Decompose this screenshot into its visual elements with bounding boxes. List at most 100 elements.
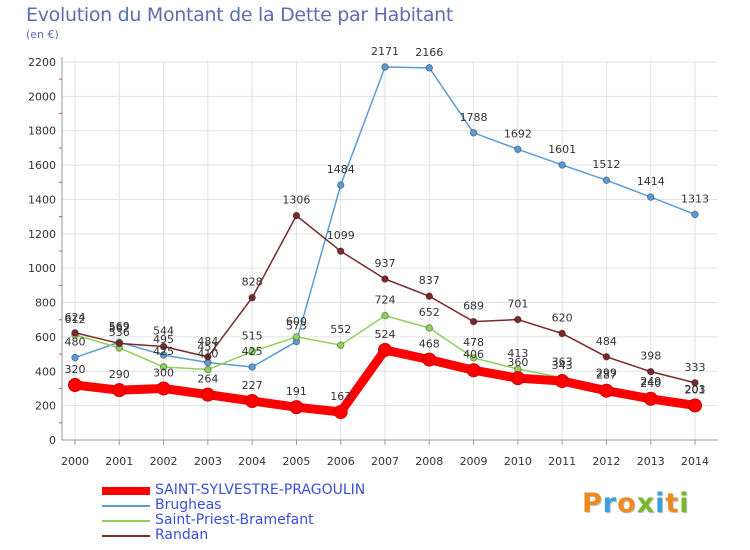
data-point xyxy=(112,383,127,398)
data-label: 201 xyxy=(685,383,706,396)
y-tick-label: 1600 xyxy=(28,159,56,172)
data-point xyxy=(71,328,79,337)
data-point xyxy=(425,64,434,72)
data-point xyxy=(691,210,699,219)
data-label: 2171 xyxy=(371,45,399,58)
data-point xyxy=(159,342,168,351)
data-label: 484 xyxy=(197,335,218,348)
data-point xyxy=(643,391,658,406)
legend-swatch xyxy=(102,535,150,537)
data-point xyxy=(159,363,168,371)
data-label: 240 xyxy=(640,377,661,390)
data-label: 451 xyxy=(197,341,218,354)
data-label: 612 xyxy=(65,313,86,326)
data-point xyxy=(381,311,389,320)
data-label: 1313 xyxy=(681,192,709,205)
data-label: 515 xyxy=(242,330,263,343)
data-label: 249 xyxy=(640,375,661,388)
data-point xyxy=(469,317,478,326)
data-point xyxy=(68,378,82,393)
data-point xyxy=(204,353,212,361)
data-label: 163 xyxy=(330,390,351,403)
data-label: 573 xyxy=(286,320,307,333)
series-saint-sylvestre-pragoulin xyxy=(68,342,702,419)
data-label: 1601 xyxy=(548,143,576,156)
data-label: 544 xyxy=(153,325,174,338)
data-label: 1788 xyxy=(460,111,488,124)
data-label: 406 xyxy=(463,348,484,361)
data-point xyxy=(466,363,481,378)
data-labels-layer: 480 569 495 451 425 573 1484 2171 2166 1788 1692 16… xyxy=(65,45,710,403)
data-point xyxy=(378,342,392,357)
legend-label: SAINT-SYLVESTRE-PRAGOULIN xyxy=(155,482,366,498)
data-label: 478 xyxy=(463,336,484,349)
series-randan xyxy=(71,211,699,387)
data-point xyxy=(248,293,256,302)
data-point xyxy=(336,181,345,189)
data-point xyxy=(469,128,478,137)
y-tick-label: 200 xyxy=(35,400,56,413)
data-label: 363 xyxy=(552,356,573,369)
y-tick-label: 400 xyxy=(35,365,56,378)
data-label: 480 xyxy=(65,336,86,349)
data-point xyxy=(425,292,434,300)
data-point xyxy=(422,352,437,367)
data-label: 468 xyxy=(419,338,440,351)
axes: 0 200 400 600 800 1000 1200 1400 1600 1800 2000 220… xyxy=(28,56,718,468)
data-label: 413 xyxy=(507,347,528,360)
data-point xyxy=(248,347,256,356)
logo-letter: t xyxy=(665,488,680,519)
y-tick-label: 1400 xyxy=(28,193,56,206)
legend-label: Brugheas xyxy=(155,497,222,513)
logo-letter: r xyxy=(602,488,618,519)
y-tick-label: 1800 xyxy=(28,125,56,138)
data-label: 624 xyxy=(65,311,86,324)
logo-letter: x xyxy=(636,488,656,519)
data-point xyxy=(204,365,212,374)
proxiti-logo: Proxiti xyxy=(582,488,690,519)
data-label: 410 xyxy=(197,348,218,361)
data-label: 1099 xyxy=(327,229,355,242)
data-point xyxy=(381,275,389,283)
data-point xyxy=(555,374,570,389)
x-tick-label: 2007 xyxy=(371,455,399,468)
data-label: 290 xyxy=(109,368,130,381)
y-tick-label: 0 xyxy=(49,434,56,447)
x-tick-label: 2006 xyxy=(327,455,355,468)
data-label: 600 xyxy=(286,315,307,328)
data-label: 524 xyxy=(375,328,396,341)
data-label: 1414 xyxy=(637,175,665,188)
data-label: 191 xyxy=(286,385,307,398)
series-layer xyxy=(68,63,702,419)
y-tick-label: 2000 xyxy=(28,90,56,103)
data-label: 300 xyxy=(153,366,174,379)
x-tick-label: 2002 xyxy=(150,455,178,468)
legend-swatch xyxy=(102,505,150,507)
x-tick-label: 2010 xyxy=(504,455,532,468)
data-label: 484 xyxy=(596,335,617,348)
x-tick-label: 2005 xyxy=(282,455,310,468)
legend-swatch xyxy=(102,520,150,522)
x-tick-label: 2012 xyxy=(592,455,620,468)
chart-subtitle: (en €) xyxy=(26,28,59,41)
x-tick-label: 2011 xyxy=(548,455,576,468)
data-point xyxy=(245,393,260,408)
x-tick-label: 2000 xyxy=(61,455,89,468)
data-label: 837 xyxy=(419,274,440,287)
series-brugheas xyxy=(71,63,699,371)
data-point xyxy=(514,315,522,324)
logo-letter: i xyxy=(679,488,690,519)
data-point xyxy=(425,324,434,332)
data-label: 562 xyxy=(109,321,130,334)
data-point xyxy=(599,383,614,398)
data-point xyxy=(558,161,566,169)
data-point xyxy=(200,387,215,402)
data-label: 227 xyxy=(242,379,263,392)
data-point xyxy=(469,354,478,362)
legend-label: Saint-Priest-Bramefant xyxy=(155,512,314,528)
data-point xyxy=(156,381,171,396)
data-point xyxy=(115,339,124,348)
data-point xyxy=(292,211,301,220)
x-tick-label: 2013 xyxy=(637,455,665,468)
legend-label: Randan xyxy=(155,527,209,543)
